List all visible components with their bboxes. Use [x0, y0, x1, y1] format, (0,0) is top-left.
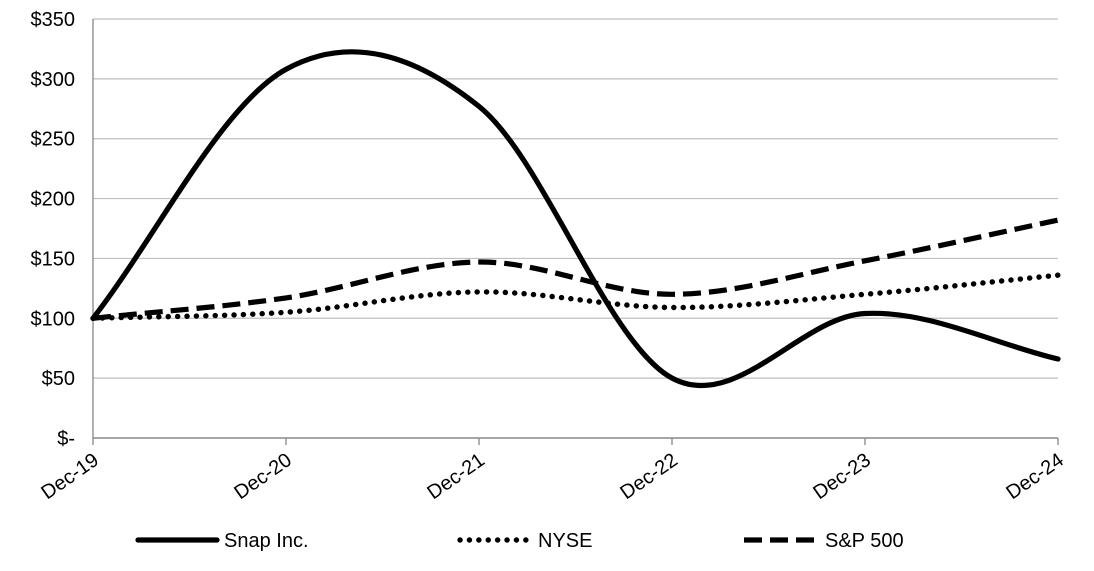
y-axis-label: $200 [31, 189, 76, 211]
y-axis-label: $50 [42, 368, 75, 390]
y-axis-label: $350 [31, 9, 76, 31]
y-axis-label: $250 [31, 129, 76, 151]
snap-inc-line [90, 49, 1061, 388]
legend-item: NYSE [457, 530, 592, 552]
x-axis-labels: Dec-19 Dec-20 Dec-21 Dec-22 Dec-23 Dec-24 [37, 449, 1067, 504]
y-axis-label: $300 [31, 69, 76, 91]
y-axis-label: $150 [31, 248, 76, 270]
y-axis-labels: $350 $300 $250 $200 $150 $100 $50 $- [31, 9, 76, 450]
x-axis-label: Dec-21 [423, 449, 488, 504]
y-axis-label: $- [57, 428, 75, 450]
legend-label: Snap Inc. [224, 530, 309, 552]
x-axis-label: Dec-19 [37, 449, 102, 504]
series-layer [90, 49, 1061, 388]
gridlines-layer [93, 18, 1058, 439]
x-axis-label: Dec-24 [1002, 449, 1067, 504]
legend-item: S&P 500 [744, 530, 904, 552]
axes-layer [92, 19, 1059, 445]
legend-item: Snap Inc. [135, 530, 309, 552]
nyse-line [90, 272, 1061, 321]
y-axis-label: $100 [31, 308, 76, 330]
legend-label: S&P 500 [825, 530, 904, 552]
s-p-500-line [92, 217, 1059, 321]
x-axis-label: Dec-20 [230, 449, 295, 504]
legend: Snap Inc. NYSE S&P 500 [135, 530, 904, 552]
x-axis-label: Dec-22 [616, 449, 681, 504]
x-axis-label: Dec-23 [809, 449, 874, 504]
legend-label: NYSE [538, 530, 592, 552]
